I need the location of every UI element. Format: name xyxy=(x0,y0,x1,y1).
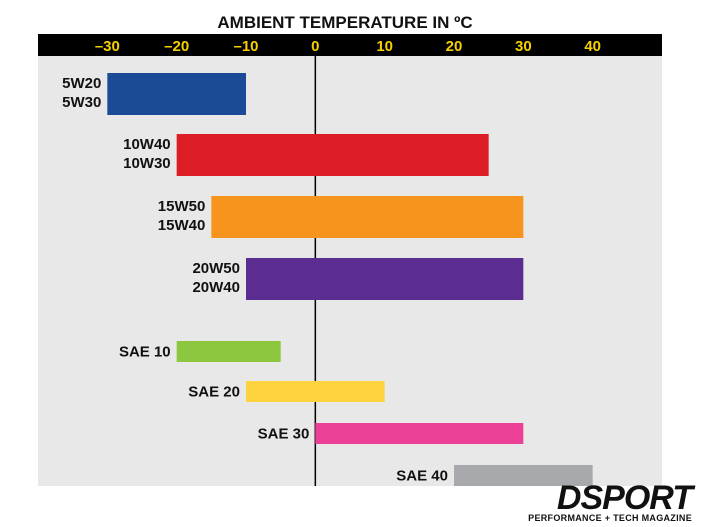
bar-label: 5W30 xyxy=(62,94,101,111)
tick-label: 0 xyxy=(311,38,319,55)
tick-label: 10 xyxy=(376,38,393,55)
bar-label: 15W40 xyxy=(158,217,206,234)
bar xyxy=(107,73,246,115)
bar-label: SAE 10 xyxy=(119,344,171,361)
bar-label: 20W40 xyxy=(192,279,240,296)
brand-name: DSPORT xyxy=(556,479,693,517)
bar-label: 20W50 xyxy=(192,260,240,277)
tick-label: 20 xyxy=(446,38,463,55)
bar xyxy=(176,134,489,176)
bar-label: 5W20 xyxy=(62,75,101,92)
bar xyxy=(211,196,524,238)
bar-label: 15W50 xyxy=(158,198,206,215)
bar xyxy=(315,423,524,444)
bar-label: 10W40 xyxy=(123,136,171,153)
tick-label: 40 xyxy=(584,38,601,55)
tick-label: –20 xyxy=(164,38,189,55)
bar-label: SAE 20 xyxy=(188,384,240,401)
tick-label: –30 xyxy=(95,38,120,55)
tick-label: 30 xyxy=(515,38,532,55)
bar-label: SAE 40 xyxy=(396,468,448,485)
bar xyxy=(176,341,281,362)
bar xyxy=(454,465,593,486)
bar-label: SAE 30 xyxy=(258,426,310,443)
bar xyxy=(246,381,385,402)
brand-logo: DSPORT PERFORMANCE + TECH MAGAZINE xyxy=(528,479,693,523)
axis-band xyxy=(38,34,662,56)
tick-label: –10 xyxy=(233,38,258,55)
chart-title: AMBIENT TEMPERATURE IN ºC xyxy=(217,13,472,32)
brand-tagline: PERFORMANCE + TECH MAGAZINE xyxy=(528,513,692,523)
bar xyxy=(246,258,524,300)
bar-label: 10W30 xyxy=(123,155,171,172)
